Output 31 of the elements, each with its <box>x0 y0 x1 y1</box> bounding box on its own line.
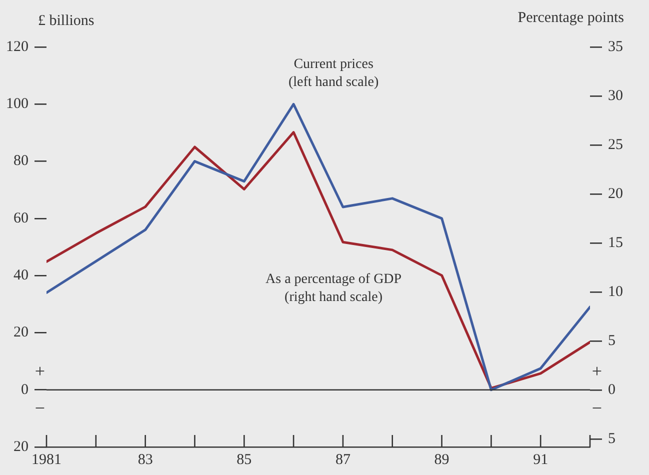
y-tick-label: 40 <box>14 268 28 284</box>
x-tick-label: 1981 <box>32 452 62 468</box>
x-tick-label: 89 <box>434 452 450 468</box>
y2-tick-label: 0 <box>608 382 616 398</box>
x-tick-label: 87 <box>335 452 351 468</box>
y-tick-label: 120 <box>6 38 28 55</box>
y-tick-label: 80 <box>14 153 28 170</box>
text: + <box>34 360 46 381</box>
y-axis-title: £ billions <box>38 13 94 29</box>
y-tick-label: 20 <box>14 438 28 455</box>
y2-axis-title: Percentage points <box>518 10 624 26</box>
y-tick-label: 60 <box>14 210 28 226</box>
y2-tick-label: 30 <box>608 88 623 104</box>
y-tick-label: 0 <box>21 382 28 398</box>
y2-tick-label: 25 <box>608 136 623 153</box>
text: − <box>592 398 602 418</box>
text: + <box>592 360 602 381</box>
y2-tick-label: 10 <box>608 284 623 300</box>
y2-tick-label: 5 <box>608 431 616 448</box>
y2-tick-label: 35 <box>608 38 623 55</box>
x-tick-label: 91 <box>533 452 548 468</box>
x-tick-label: 83 <box>138 452 153 468</box>
y2-tick-label: 5 <box>608 333 616 350</box>
y-tick-label: 100 <box>6 96 28 112</box>
series-label: As a percentage of GDP (right hand scale) <box>266 272 402 305</box>
series-label: Current prices (left hand scale) <box>288 57 379 90</box>
x-tick-label: 85 <box>236 452 252 468</box>
y-tick-label: 20 <box>14 324 28 341</box>
y2-tick-label: 20 <box>608 186 623 202</box>
text: − <box>34 398 46 418</box>
y2-tick-label: 15 <box>608 235 623 252</box>
